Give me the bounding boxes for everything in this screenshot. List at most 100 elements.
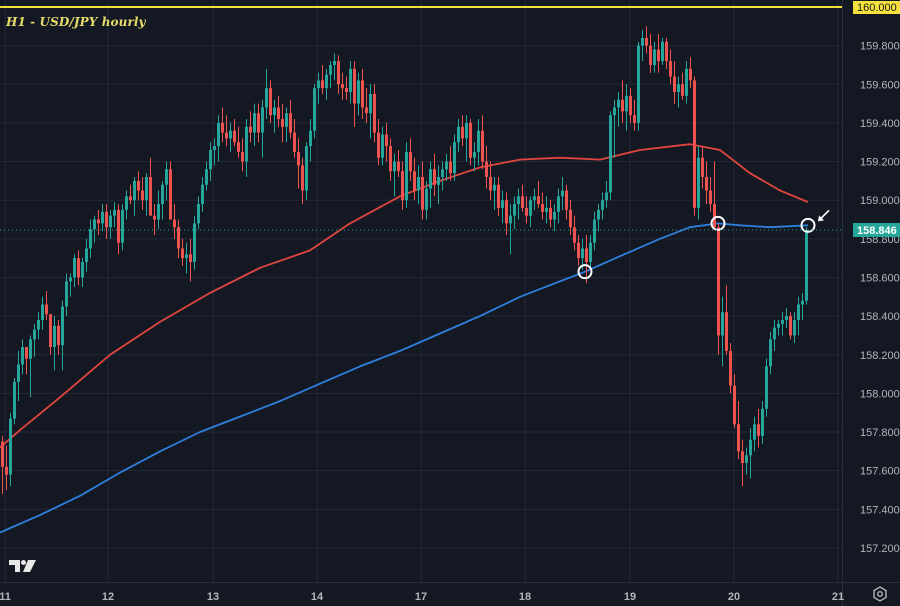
candle-body [385, 134, 388, 147]
candle [213, 138, 216, 166]
candle-body [401, 171, 404, 201]
candle [365, 88, 368, 123]
candle [637, 41, 640, 131]
candle [613, 99, 616, 158]
price-tick-label: 159.400 [860, 118, 900, 130]
candle-body [133, 180, 136, 201]
candle-body [257, 113, 260, 133]
candle [469, 119, 472, 166]
candle-body [73, 258, 76, 278]
candle-body [149, 177, 152, 216]
candle-body [329, 64, 332, 75]
candle [433, 153, 436, 197]
candle [597, 204, 600, 232]
candle-body [505, 200, 508, 224]
candle [77, 250, 80, 286]
candle [289, 99, 292, 139]
candle-body [205, 169, 208, 185]
candle-body [69, 277, 72, 282]
candle-body [41, 304, 44, 320]
candle [329, 61, 332, 89]
candle [649, 34, 652, 73]
candle [797, 296, 800, 336]
candle-body [725, 312, 728, 351]
candle-body [193, 223, 196, 263]
candle-body [413, 171, 416, 191]
candle [17, 350, 20, 402]
settings-icon[interactable] [872, 586, 888, 602]
candle [225, 115, 228, 147]
candle-body [673, 76, 676, 93]
candle [401, 161, 404, 210]
tradingview-logo[interactable] [9, 558, 37, 574]
candle [181, 238, 184, 266]
candle-body [145, 177, 148, 201]
chart-title-text: H1 - USD/JPY hourly [6, 15, 146, 29]
candle-body [449, 161, 452, 174]
candle-body [453, 142, 456, 174]
candle-body [13, 381, 16, 419]
candle [229, 122, 232, 152]
candle [481, 115, 484, 170]
candle [513, 196, 516, 230]
candle [313, 84, 316, 139]
candle [221, 107, 224, 143]
candle [449, 146, 452, 181]
candle-body [577, 242, 580, 259]
candle [1, 435, 4, 494]
candle [81, 258, 84, 288]
candle [681, 72, 684, 100]
candle-body [9, 418, 12, 475]
candle [585, 234, 588, 284]
candle-body [697, 157, 700, 208]
candle-body [229, 130, 232, 139]
candle-body [585, 248, 588, 263]
candle-body [757, 424, 760, 436]
candle [413, 157, 416, 201]
candle-body [737, 424, 740, 452]
candle-body [649, 45, 652, 65]
candle [461, 115, 464, 147]
candle [733, 374, 736, 429]
candle [493, 177, 496, 210]
candle-body [89, 229, 92, 249]
candle [345, 76, 348, 100]
candle [705, 161, 708, 205]
candle-body [389, 146, 392, 172]
candle-body [189, 254, 192, 263]
candle [565, 184, 568, 220]
candle [269, 80, 272, 123]
candle-body [169, 169, 172, 220]
candle [409, 138, 412, 181]
candle-body [457, 126, 460, 143]
candle-body [361, 80, 364, 108]
candle [285, 107, 288, 143]
candle-body [217, 122, 220, 147]
candle-body [377, 132, 380, 158]
candle-body [761, 408, 764, 436]
candle-body [85, 248, 88, 263]
time-tick-label: 13 [207, 591, 219, 603]
candle-body [125, 196, 128, 210]
candle-body [301, 165, 304, 191]
candle-body [253, 113, 256, 133]
candle [169, 161, 172, 220]
candle [65, 273, 68, 317]
time-axis[interactable]: 11 12 13 14 17 18 19 20 21 [0, 591, 844, 603]
candle [193, 215, 196, 270]
candle-body [481, 130, 484, 162]
candle-body [161, 184, 164, 205]
candle [553, 204, 556, 232]
candle-body [629, 95, 632, 116]
candle [485, 146, 488, 189]
candle-body [97, 219, 100, 224]
price-axis[interactable]: 159.800 159.600 159.400 159.200 159.000 158.8… [853, 1, 900, 555]
candle [241, 138, 244, 172]
candle-body [261, 107, 264, 133]
candle [725, 285, 728, 355]
candle [577, 234, 580, 266]
price-tick-label: 158.000 [860, 388, 900, 400]
candle [745, 447, 748, 475]
candle [425, 180, 428, 220]
